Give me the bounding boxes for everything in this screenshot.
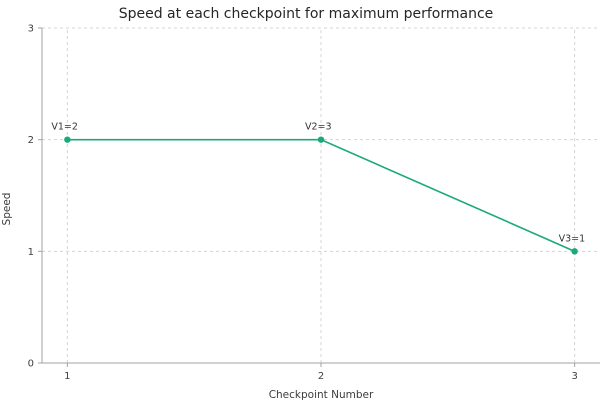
data-point	[571, 248, 578, 255]
x-axis-label: Checkpoint Number	[268, 389, 374, 401]
data-point	[317, 136, 325, 143]
x-tick-label: 1	[64, 371, 70, 382]
y-axis-label: Speed	[1, 192, 13, 225]
data-point	[64, 136, 71, 143]
y-tick-label: 2	[28, 135, 34, 146]
annotation-label: V1=2	[51, 122, 78, 133]
y-tick-label: 1	[28, 247, 34, 258]
annotation-label: V3=1	[559, 233, 586, 244]
x-tick-label: 3	[571, 371, 577, 382]
annotation-label: V2=3	[305, 122, 332, 133]
chart-title: Speed at each checkpoint for maximum per…	[118, 6, 494, 22]
y-tick-label: 0	[28, 359, 34, 370]
x-tick-label: 2	[318, 371, 324, 382]
y-tick-label: 3	[28, 24, 34, 35]
